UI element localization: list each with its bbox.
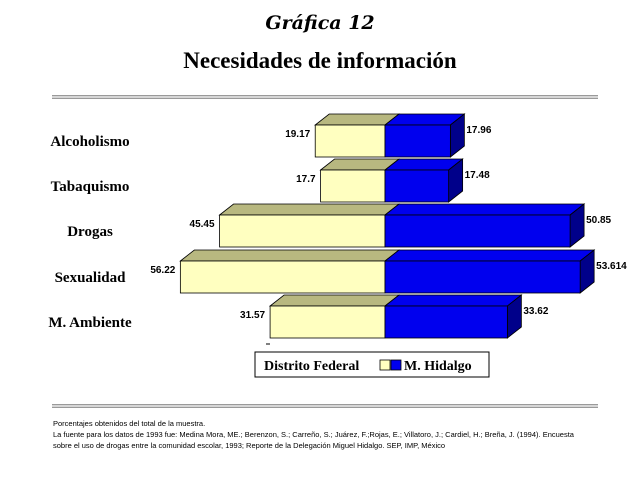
legend-box (254, 351, 490, 378)
data-label-m-hidalgo-m-ambiente: 33.62 (523, 306, 548, 317)
data-label-distrito-federal-sexualidad: 56.22 (150, 265, 175, 276)
data-label-m-hidalgo-drogas: 50.85 (586, 215, 611, 226)
bar-top-distrito-federal-drogas (218, 203, 401, 216)
bar-top-m-hidalgo-sexualidad (383, 249, 596, 262)
bar-top-m-hidalgo-m-ambiente (383, 294, 523, 307)
bar-m-hidalgo-sexualidad (384, 260, 581, 294)
bar-top-distrito-federal-alcoholismo (314, 113, 401, 126)
bar-m-hidalgo-m-ambiente (384, 305, 508, 339)
bar-distrito-federal-alcoholismo (314, 124, 386, 158)
category-label-drogas: Drogas (67, 224, 113, 240)
legend-label-m-hidalgo: M. Hidalgo (404, 359, 472, 374)
category-label-sexualidad: Sexualidad (55, 270, 127, 286)
bar-distrito-federal-tabaquismo (320, 169, 386, 203)
chart-subtitle: Gráfica 12 (265, 12, 375, 34)
legend-swatch-distrito-federal (379, 359, 391, 371)
bar-top-distrito-federal-m-ambiente (268, 294, 401, 307)
bar-m-hidalgo-tabaquismo (384, 169, 450, 203)
footnote-source: La fuente para los datos de 1993 fue: Me… (53, 430, 574, 439)
data-label-distrito-federal-tabaquismo: 17.7 (296, 174, 316, 185)
category-label-alcoholismo: Alcoholismo (50, 134, 129, 150)
data-label-m-hidalgo-tabaquismo: 17.48 (465, 170, 490, 181)
bar-m-hidalgo-drogas (384, 214, 571, 248)
footnote-sample: Porcentajes obtenidos del total de la mu… (53, 419, 206, 428)
bar-distrito-federal-sexualidad (179, 260, 386, 294)
bar-m-hidalgo-alcoholismo (384, 124, 451, 158)
data-label-distrito-federal-drogas: 45.45 (190, 219, 215, 230)
category-label-m-ambiente: M. Ambiente (48, 315, 132, 331)
diverging-bar-chart: Alcoholismo 19.17 17.96 Tabaquismo 17.7 17.48… (48, 113, 627, 378)
bottom-divider (52, 404, 598, 408)
chart-title: Necesidades de información (183, 48, 457, 73)
data-label-distrito-federal-alcoholismo: 19.17 (285, 129, 310, 140)
data-label-distrito-federal-m-ambiente: 31.57 (240, 310, 265, 321)
legend-label-distrito-federal: Distrito Federal (264, 359, 359, 374)
bar-distrito-federal-m-ambiente (269, 305, 386, 339)
bar-top-distrito-federal-sexualidad (179, 249, 401, 262)
data-label-m-hidalgo-sexualidad: 53.614 (596, 261, 627, 272)
category-label-tabaquismo: Tabaquismo (51, 179, 130, 195)
bar-top-m-hidalgo-drogas (383, 203, 586, 216)
footnote-source-cont: sobre el uso de drogas entre la comunida… (53, 441, 446, 450)
data-label-m-hidalgo-alcoholismo: 17.96 (466, 125, 491, 136)
top-divider (52, 95, 598, 99)
legend-swatch-m-hidalgo (390, 359, 402, 371)
bar-distrito-federal-drogas (219, 214, 386, 248)
